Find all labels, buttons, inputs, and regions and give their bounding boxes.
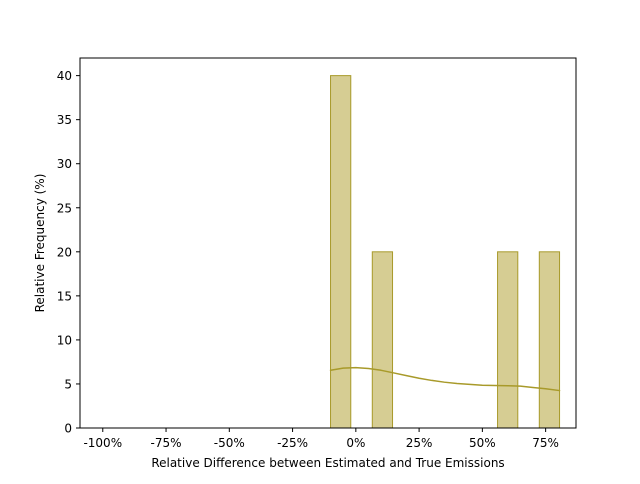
- x-axis-label: Relative Difference between Estimated an…: [151, 456, 504, 470]
- y-tick-label: 30: [57, 157, 72, 171]
- y-tick-label: 25: [57, 201, 72, 215]
- y-tick-label: 35: [57, 113, 72, 127]
- x-tick-label: -100%: [83, 436, 122, 450]
- y-tick-label: 40: [57, 69, 72, 83]
- y-tick-label: 15: [57, 289, 72, 303]
- x-tick-label: -25%: [277, 436, 308, 450]
- histogram-bar-2: [371, 251, 394, 429]
- density-curve-line: [329, 366, 561, 392]
- histogram-bar-1: [330, 75, 352, 429]
- x-tick-label: 25%: [406, 436, 433, 450]
- plot-frame: [79, 57, 577, 429]
- y-tick-label: 5: [64, 377, 72, 391]
- x-tick-label: -75%: [151, 436, 182, 450]
- histogram-bar-4: [538, 251, 561, 429]
- y-axis: 0 5 10 15 20 25 30 35 40: [57, 69, 80, 436]
- x-tick-label: -50%: [214, 436, 245, 450]
- y-tick-label: 20: [57, 245, 72, 259]
- bars-layer: [330, 75, 561, 429]
- x-tick-label: 0%: [346, 436, 365, 450]
- y-tick-label: 10: [57, 333, 72, 347]
- x-tick-label: 75%: [532, 436, 559, 450]
- x-tick-label: 50%: [469, 436, 496, 450]
- y-axis-label: Relative Frequency (%): [33, 174, 47, 313]
- density-curve-layer: [329, 366, 561, 392]
- y-tick-label: 0: [64, 422, 72, 436]
- x-axis: -100% -75% -50% -25% 0% 25% 50% 75%: [83, 428, 559, 450]
- histogram-bar-3: [497, 251, 519, 429]
